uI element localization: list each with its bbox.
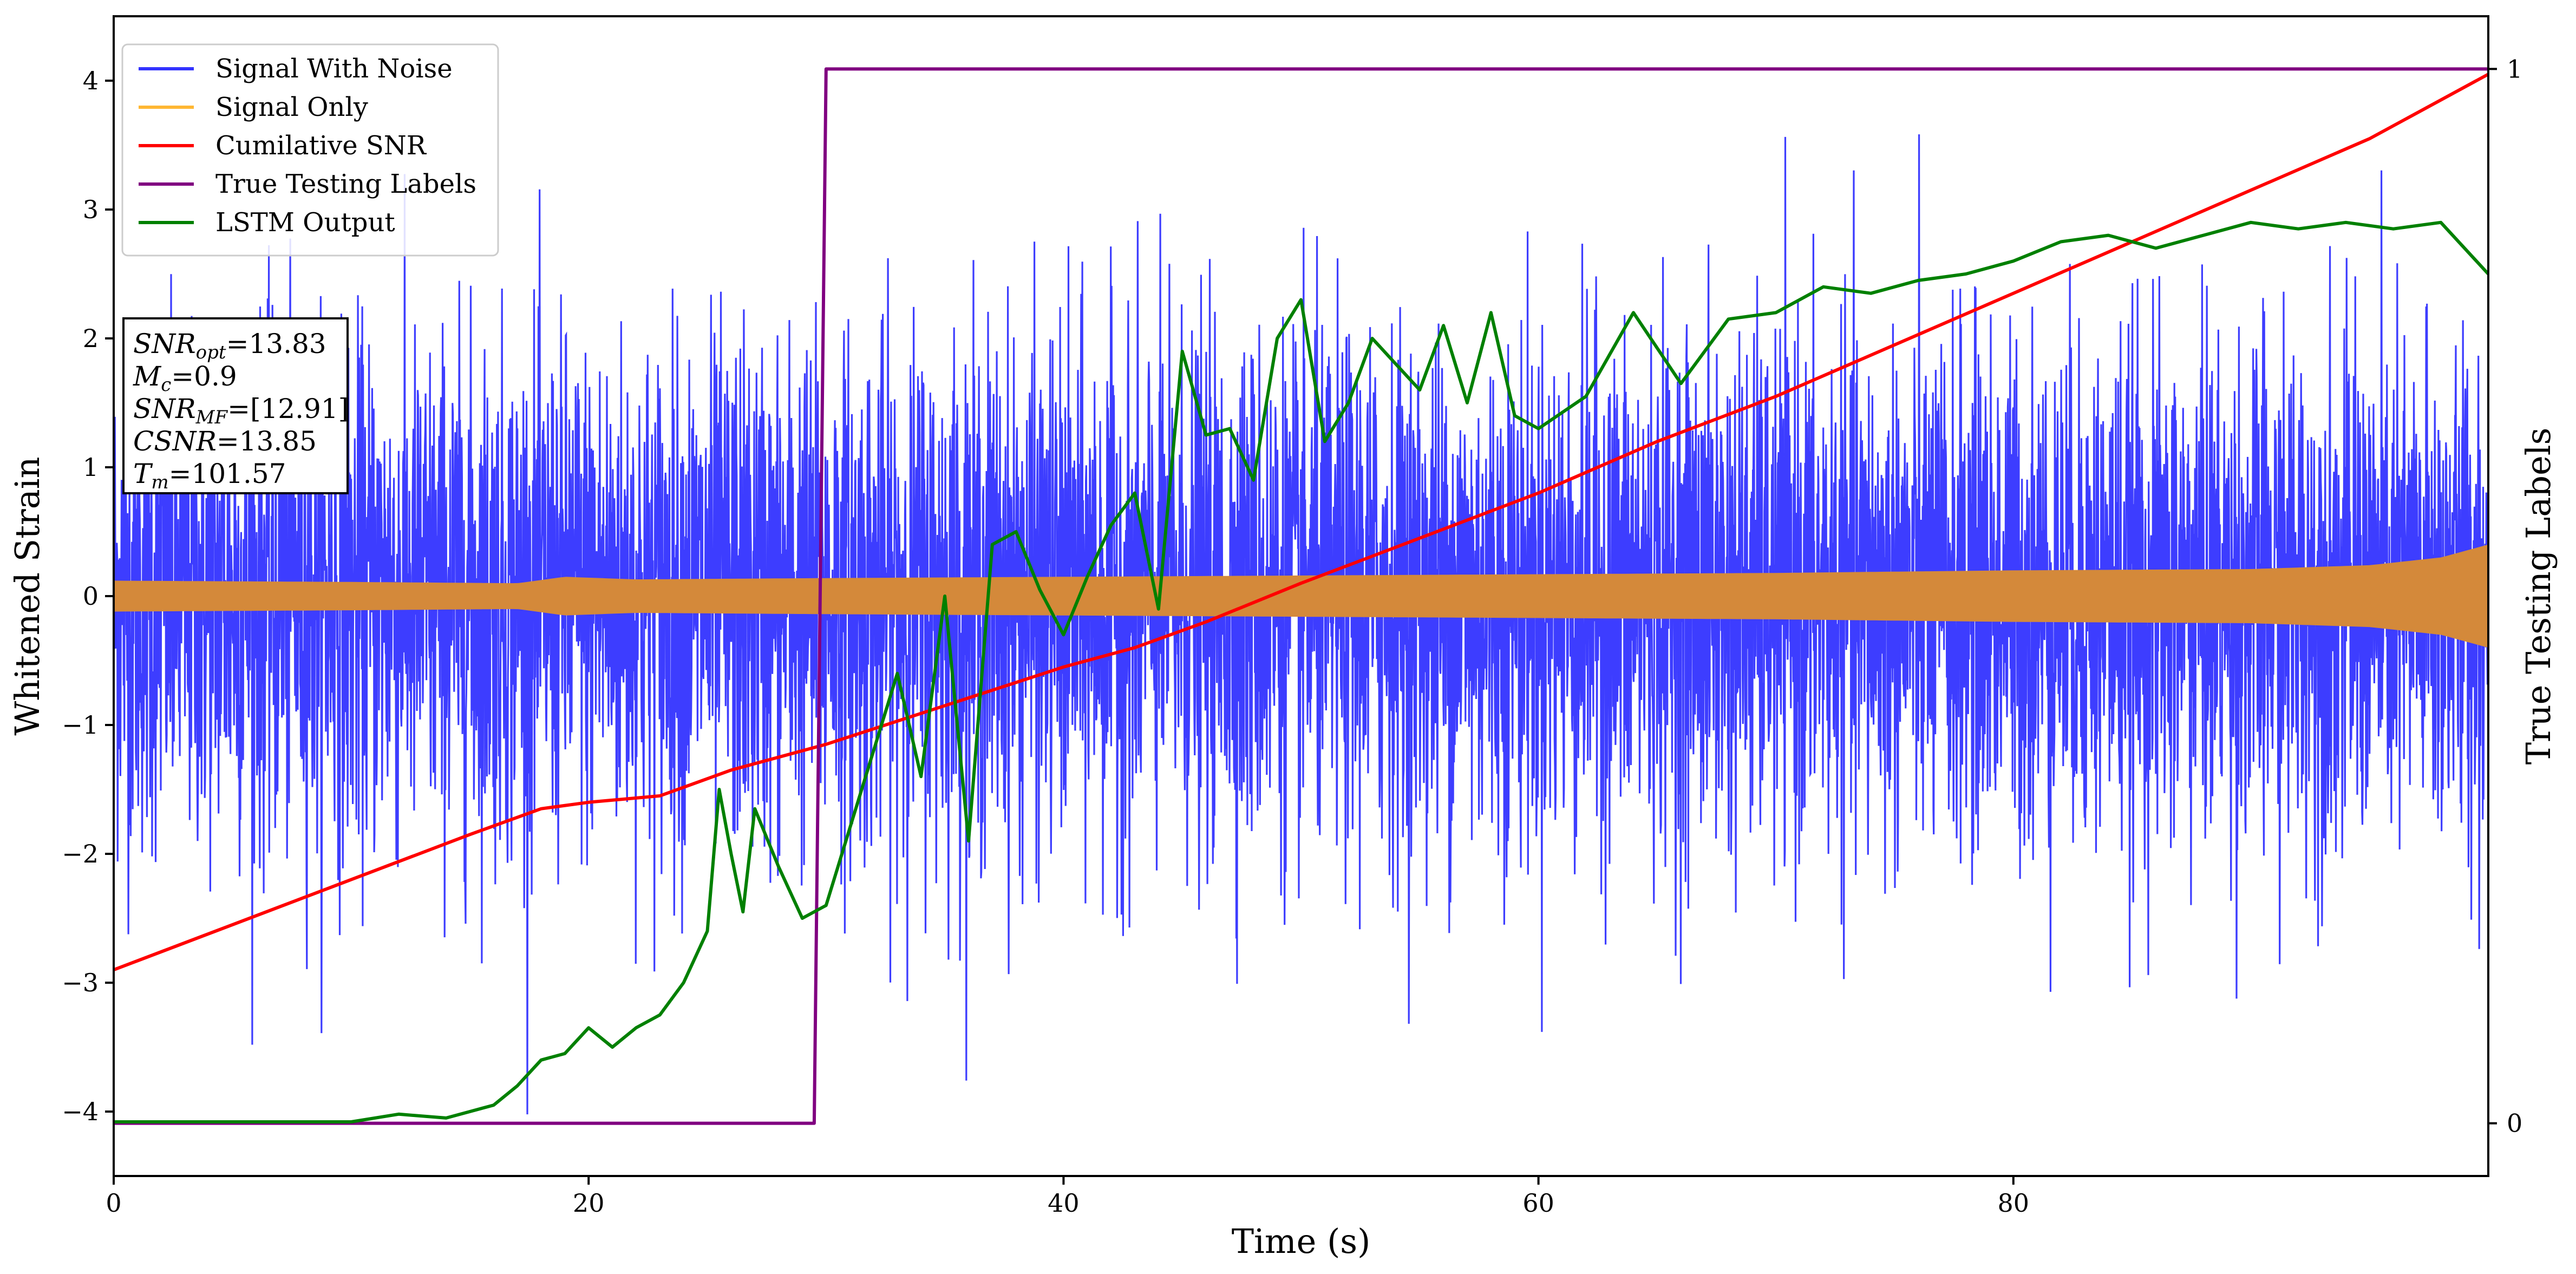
legend: Signal With Noise Signal Only Cumilative S… — [121, 43, 499, 257]
series-cumilative-snr-line — [114, 73, 2488, 972]
y2-axis-title: True Testing Labels — [2519, 428, 2558, 765]
y-tick-label: 1 — [83, 453, 99, 482]
y-axis-left: −4 −3 −2 −1 0 1 2 3 4 — [62, 66, 114, 1126]
legend-label-lstm-output: LSTM Output — [215, 207, 395, 238]
series-signal-only-area — [114, 544, 2488, 648]
annotation-snr-mf: SNRMF=[12.91] — [133, 393, 349, 428]
y-axis-right: 01 — [2488, 54, 2522, 1138]
annotation-frame — [122, 317, 349, 494]
series-true-testing-labels-line — [114, 67, 2488, 1125]
y-tick-label: 2 — [83, 324, 99, 353]
legend-label-signal-with-noise: Signal With Noise — [215, 54, 453, 84]
x-tick-label: 80 — [1998, 1188, 2030, 1218]
y-tick-label: 4 — [83, 66, 99, 95]
y2-tick-label: 1 — [2507, 54, 2522, 83]
y-tick-label: −3 — [62, 968, 99, 997]
x-tick-label: 60 — [1522, 1188, 1554, 1218]
x-tick-label: 20 — [573, 1188, 605, 1218]
y2-tick-label: 0 — [2507, 1109, 2522, 1138]
annotation-box: SNRopt=13.83 Mc=0.9 SNRMF=[12.91] CSNR=1… — [122, 317, 349, 494]
legend-label-signal-only: Signal Only — [215, 92, 368, 122]
plot-area — [114, 67, 2488, 1125]
y-tick-label: −2 — [62, 839, 99, 868]
y-tick-label: −1 — [62, 710, 99, 740]
series-layer — [114, 67, 2488, 1125]
y-tick-label: 0 — [83, 582, 99, 611]
x-tick-label: 40 — [1048, 1188, 1080, 1218]
series-lstm-output-line — [114, 220, 2488, 1123]
x-tick-label: 0 — [106, 1188, 121, 1218]
legend-label-cumilative-snr: Cumilative SNR — [215, 130, 427, 161]
series-signal-with-noise-line — [114, 134, 2488, 1115]
y-axis-title: Whitened Strain — [8, 457, 47, 736]
x-axis: 0 20 40 60 80 — [106, 1176, 2029, 1218]
annotation-snr-opt: SNRopt=13.83 — [133, 328, 326, 363]
y-tick-label: 3 — [83, 195, 99, 224]
annotation-csnr: CSNR=13.85 — [133, 426, 317, 457]
legend-label-true-testing-labels: True Testing Labels — [215, 169, 476, 199]
x-axis-title: Time (s) — [1232, 1221, 1371, 1261]
annotation-mc: Mc=0.9 — [133, 361, 237, 396]
y-tick-label: −4 — [62, 1097, 99, 1126]
legend-box — [121, 43, 499, 257]
annotation-tm: Tm=101.57 — [133, 458, 286, 493]
